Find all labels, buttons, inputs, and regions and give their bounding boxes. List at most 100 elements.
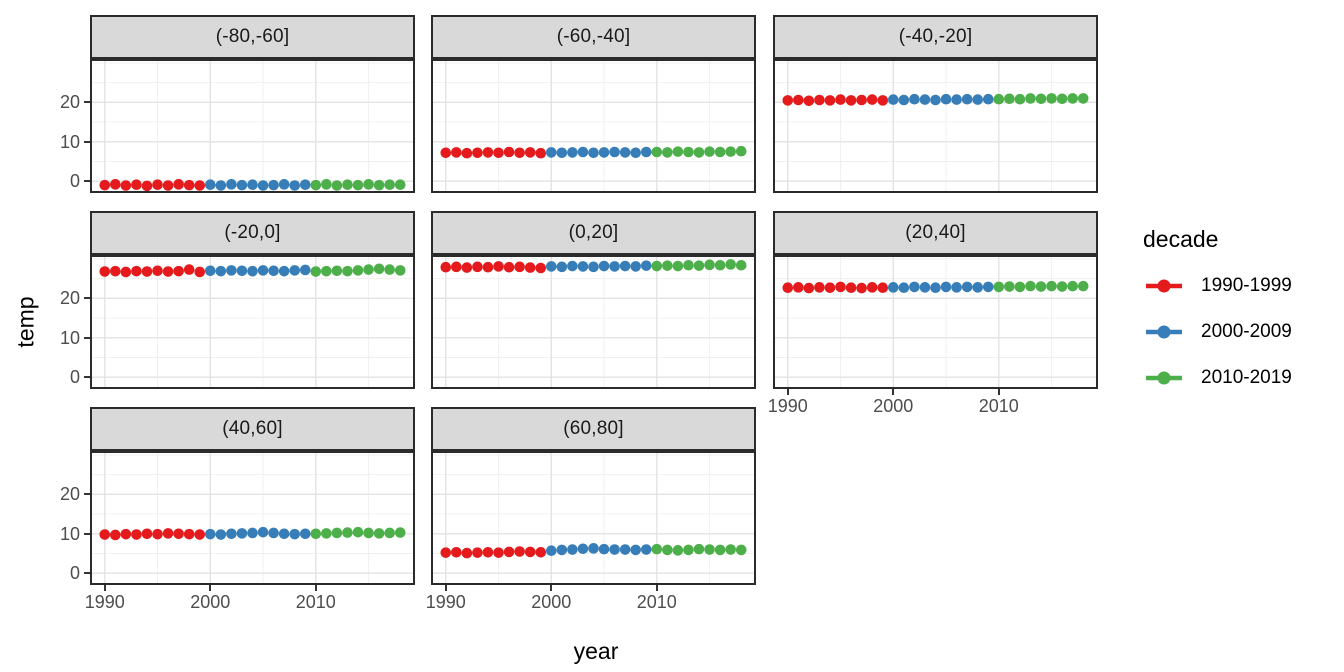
data-point <box>278 528 290 540</box>
data-point <box>793 94 804 106</box>
data-point <box>310 266 322 277</box>
data-point <box>352 526 364 538</box>
data-point <box>215 265 227 277</box>
data-point <box>588 261 599 273</box>
data-point <box>373 263 385 275</box>
facet-panel <box>90 451 415 585</box>
data-point <box>803 282 815 294</box>
data-point <box>1077 280 1089 292</box>
x-tick-label: 2000 <box>873 396 914 416</box>
data-point <box>215 529 227 540</box>
data-point <box>373 528 385 539</box>
data-point <box>472 547 483 558</box>
legend-key-line-point-icon <box>1146 371 1182 385</box>
data-point <box>99 179 111 191</box>
data-point <box>384 264 395 275</box>
data-point <box>714 544 726 556</box>
data-point <box>630 544 642 556</box>
data-point <box>493 147 504 159</box>
facet-strip: (-60,-40] <box>431 15 756 59</box>
y-tick-mark <box>84 532 90 535</box>
facet-strip: (-80,-60] <box>90 15 415 59</box>
data-point <box>451 261 462 273</box>
data-point <box>982 93 994 105</box>
data-point <box>725 544 736 555</box>
data-point <box>640 544 652 555</box>
data-point <box>289 528 301 540</box>
data-point <box>384 527 395 539</box>
data-point <box>993 281 1005 293</box>
data-point <box>1025 93 1036 104</box>
facet-strip: (40,60] <box>90 407 415 451</box>
data-point <box>194 266 206 278</box>
data-point <box>803 95 815 107</box>
data-point <box>662 544 673 556</box>
x-tick-label: 2010 <box>636 592 677 612</box>
data-point <box>1014 93 1026 105</box>
data-point <box>1035 281 1047 292</box>
data-point <box>814 282 825 293</box>
data-point <box>384 179 395 191</box>
data-point <box>257 526 269 538</box>
data-point <box>919 282 931 293</box>
data-point <box>503 546 515 558</box>
data-point <box>204 265 216 277</box>
data-point <box>693 147 705 158</box>
legend-label: 1990-1999 <box>1201 275 1292 296</box>
legend-entry-2000s: 2000-2009 <box>1141 309 1292 355</box>
data-point <box>1046 93 1057 104</box>
data-point <box>236 528 248 539</box>
data-point <box>183 264 195 275</box>
data-point <box>1004 281 1015 292</box>
data-point <box>247 527 258 539</box>
data-point <box>845 95 857 106</box>
data-point <box>887 282 899 293</box>
facet-strip: (-40,-20] <box>773 15 1098 59</box>
data-point <box>440 261 452 273</box>
data-point <box>352 179 364 191</box>
facet-panel <box>90 255 415 389</box>
x-axis-title: year <box>573 638 619 664</box>
data-point <box>461 262 473 273</box>
y-tick-label: 0 <box>69 171 80 192</box>
data-point <box>535 546 547 558</box>
data-point <box>331 180 343 191</box>
x-tick-mark <box>997 389 1000 395</box>
data-point <box>640 146 652 158</box>
y-tick-label: 0 <box>69 367 80 388</box>
data-point <box>299 528 311 540</box>
data-point <box>524 147 536 158</box>
data-point <box>1067 93 1078 104</box>
data-point <box>630 147 642 159</box>
data-point <box>598 260 610 272</box>
data-point <box>835 94 846 105</box>
data-point <box>268 265 279 277</box>
facet-strip: (60,80] <box>431 407 756 451</box>
data-point <box>940 93 952 105</box>
x-tick-label: 2010 <box>978 396 1019 416</box>
data-point <box>577 261 589 272</box>
data-point <box>331 265 343 277</box>
data-point <box>940 281 952 293</box>
data-point <box>204 528 216 540</box>
x-tick-mark <box>444 585 447 591</box>
data-point <box>289 180 301 191</box>
data-point <box>482 546 494 558</box>
data-point <box>545 147 557 158</box>
x-tick-mark <box>103 585 106 591</box>
data-point <box>120 180 132 191</box>
data-point <box>725 146 736 157</box>
data-point <box>619 147 631 158</box>
x-tick-mark <box>314 585 317 591</box>
data-point <box>898 94 910 106</box>
data-point <box>321 265 332 277</box>
data-point <box>877 95 889 106</box>
data-point <box>567 260 578 272</box>
data-point <box>173 265 184 277</box>
data-point <box>194 529 206 540</box>
data-point <box>268 179 279 191</box>
y-tick-mark <box>84 572 90 575</box>
y-tick-mark <box>84 336 90 339</box>
data-point <box>693 543 705 555</box>
x-tick-label: 2010 <box>295 592 336 612</box>
